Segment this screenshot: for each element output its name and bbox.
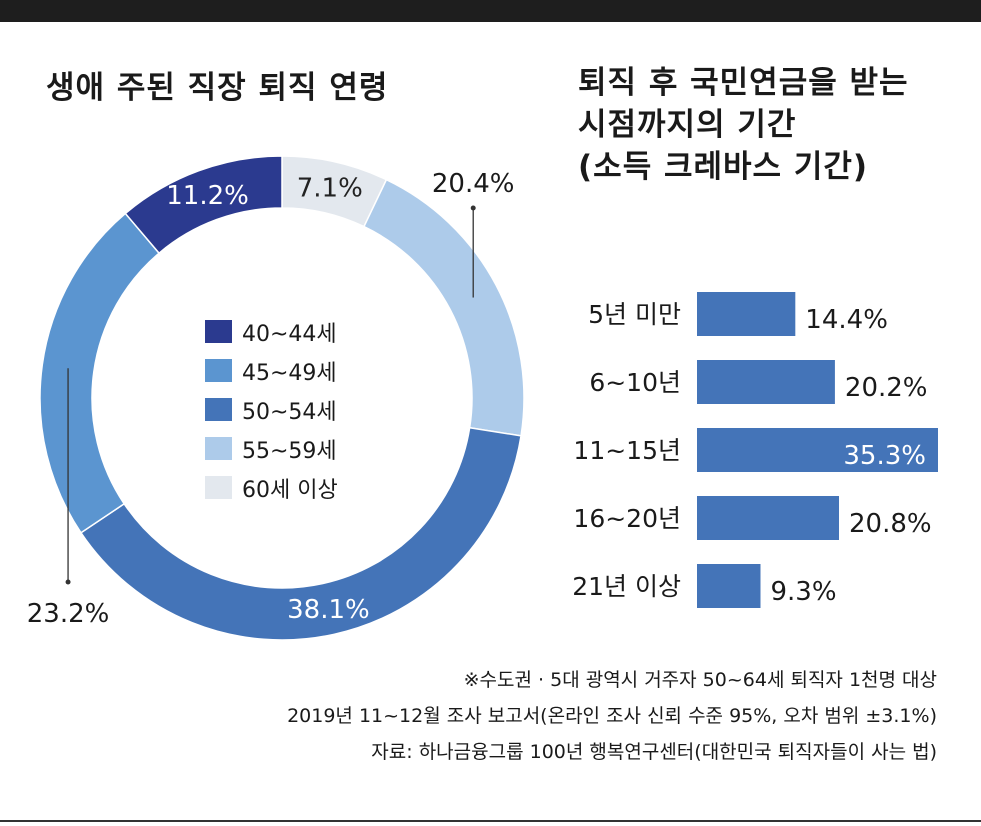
bar-category-label: 6~10년	[589, 368, 681, 397]
donut-value-label: 20.4%	[432, 169, 515, 199]
footnote-source: 자료: 하나금융그룹 100년 행복연구센터(대한민국 퇴직자들이 사는 법)	[371, 741, 937, 763]
legend-item: 55~59세	[205, 429, 338, 468]
bar	[697, 292, 796, 336]
bar	[697, 496, 840, 540]
donut-value-label: 11.2%	[166, 181, 249, 211]
legend-swatch	[205, 476, 232, 499]
footnote-survey: ※수도권 · 5대 광역시 거주자 50~64세 퇴직자 1천명 대상	[463, 669, 937, 691]
bar-category-label: 21년 이상	[572, 572, 681, 601]
bar-chart-title: 퇴직 후 국민연금을 받는 시점까지의 기간 (소득 크레바스 기간)	[578, 62, 978, 188]
bar-value-label: 35.3%	[843, 441, 926, 471]
donut-value-label: 38.1%	[287, 595, 370, 625]
legend-label: 45~49세	[242, 360, 337, 386]
leader-dot	[65, 579, 71, 585]
bar-value-label: 20.2%	[845, 373, 928, 403]
legend-item: 60세 이상	[205, 468, 338, 507]
bar-category-label: 16~20년	[573, 504, 681, 533]
bar-category-label: 11~15년	[573, 436, 681, 465]
donut-chart: 7.1% 20.4% 38.1% 23.2% 11.2%	[27, 155, 525, 641]
bottom-rule	[0, 820, 981, 822]
donut-slice	[124, 155, 283, 255]
bar-chart: 5년 미만 14.4% 6~10년 20.2% 11~15년 35.3% 16~20년 20.…	[572, 292, 938, 608]
legend-label: 40~44세	[242, 321, 337, 347]
legend-swatch	[205, 437, 232, 460]
footnote-report: 2019년 11~12월 조사 보고서(온라인 조사 신뢰 수준 95%, 오차…	[287, 705, 937, 727]
legend-item: 40~44세	[205, 312, 338, 351]
donut-chart-title: 생애 주된 직장 퇴직 연령	[46, 70, 389, 106]
bar-value-label: 14.4%	[805, 305, 888, 335]
legend-label: 60세 이상	[242, 477, 338, 503]
footnotes: ※수도권 · 5대 광역시 거주자 50~64세 퇴직자 1천명 대상 2019…	[287, 662, 937, 770]
bar-category-label: 5년 미만	[588, 300, 681, 329]
top-bar	[0, 0, 981, 22]
donut-value-label: 7.1%	[297, 173, 363, 203]
bar-value-label: 9.3%	[770, 577, 836, 607]
legend-item: 45~49세	[205, 351, 338, 390]
legend-label: 50~54세	[242, 399, 337, 425]
donut-slice	[79, 426, 522, 641]
legend-swatch	[205, 359, 232, 382]
bar-chart-title-line-1: 퇴직 후 국민연금을 받는	[578, 65, 909, 101]
bar-chart-title-line-2: 시점까지의 기간	[578, 107, 797, 143]
leader-dot	[470, 205, 476, 211]
donut-slice	[362, 178, 525, 437]
bar	[697, 564, 761, 608]
legend-label: 55~59세	[242, 438, 337, 464]
legend-swatch	[205, 320, 232, 343]
legend-swatch	[205, 398, 232, 421]
donut-legend: 40~44세 45~49세 50~54세 55~59세 60세 이상	[205, 312, 338, 507]
bar	[697, 428, 938, 472]
donut-slice	[39, 212, 161, 534]
bar-chart-title-line-3: (소득 크레바스 기간)	[578, 149, 869, 185]
bar-value-label: 20.8%	[849, 509, 932, 539]
donut-value-label: 23.2%	[27, 599, 110, 629]
legend-item: 50~54세	[205, 390, 338, 429]
bar	[697, 360, 835, 404]
